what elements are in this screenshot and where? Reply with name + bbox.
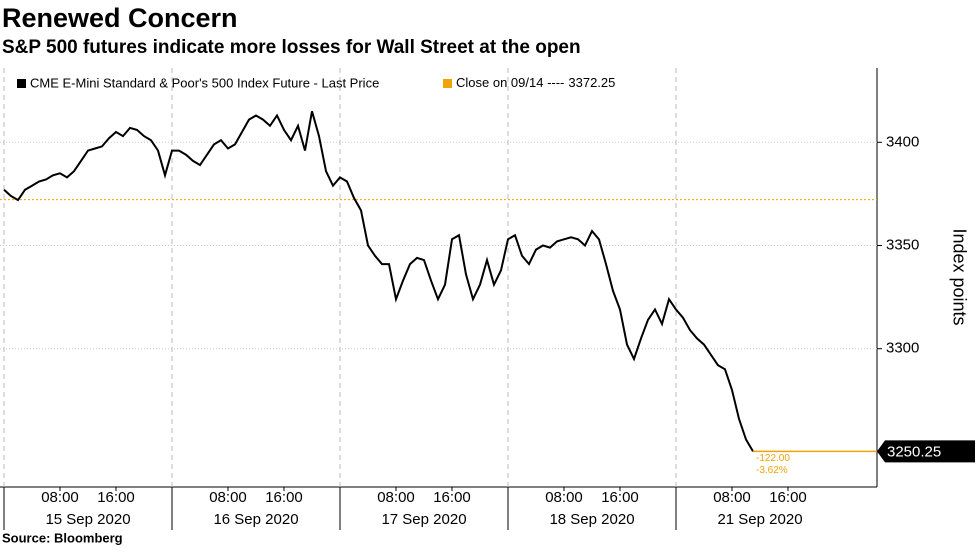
x-day-label: 18 Sep 2020 xyxy=(549,511,634,528)
legend-ref-label: Close on 09/14 ---- xyxy=(456,75,564,90)
legend-box xyxy=(2,72,660,94)
legend-swatch xyxy=(17,79,26,88)
last-price-box xyxy=(877,440,975,463)
x-day-label: 17 Sep 2020 xyxy=(381,511,466,528)
y-axis-label: Index points xyxy=(949,228,969,325)
x-hour-label: 08:00 xyxy=(545,489,583,506)
legend-ref-value: 3372.25 xyxy=(568,75,615,90)
x-hour-label: 16:00 xyxy=(433,489,471,506)
price-line xyxy=(3,111,754,452)
x-hour-label: 08:00 xyxy=(209,489,247,506)
last-price-label: 3250.25 xyxy=(887,443,941,460)
source: Source: Bloomberg xyxy=(2,530,123,545)
x-hour-label: 16:00 xyxy=(769,489,807,506)
legend-swatch xyxy=(443,79,452,88)
x-day-label: 15 Sep 2020 xyxy=(45,511,130,528)
x-hour-label: 16:00 xyxy=(97,489,135,506)
chart-subtitle: S&P 500 futures indicate more losses for… xyxy=(2,37,581,58)
y-tick-label: 3400 xyxy=(886,133,919,150)
legend-label: CME E-Mini Standard & Poor's 500 Index F… xyxy=(30,75,379,90)
x-hour-label: 16:00 xyxy=(601,489,639,506)
legend-label: Close on 09/14 ---- 3372.25 xyxy=(456,75,615,90)
x-day-label: 21 Sep 2020 xyxy=(717,511,802,528)
x-hour-label: 08:00 xyxy=(41,489,79,506)
y-tick-label: 3300 xyxy=(886,340,919,357)
chart-title: Renewed Concern xyxy=(2,3,238,33)
y-tick-label: 3350 xyxy=(886,236,919,253)
x-hour-label: 08:00 xyxy=(377,489,415,506)
x-day-label: 16 Sep 2020 xyxy=(213,511,298,528)
change-annotation: -3.62% xyxy=(756,465,788,476)
x-hour-label: 16:00 xyxy=(265,489,303,506)
x-hour-label: 08:00 xyxy=(713,489,751,506)
change-annotation: -122.00 xyxy=(756,453,790,464)
